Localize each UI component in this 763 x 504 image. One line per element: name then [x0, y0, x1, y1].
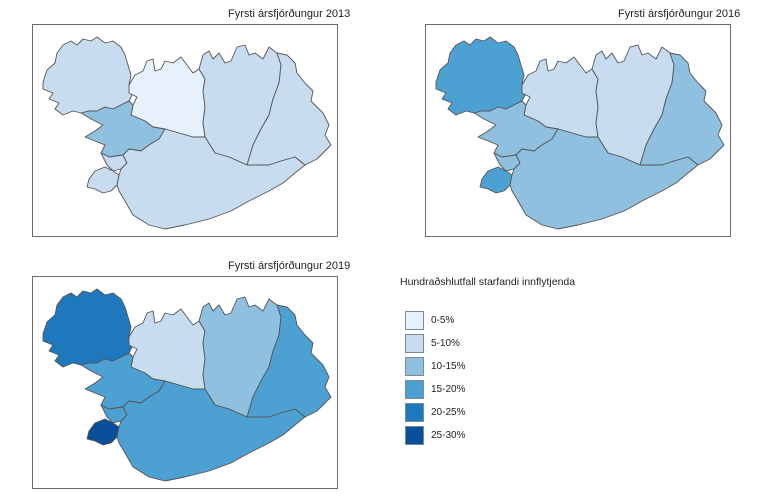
region-westfjords	[42, 36, 134, 116]
legend-swatch	[405, 311, 424, 330]
iceland-map	[435, 36, 725, 230]
iceland-map	[42, 36, 332, 230]
legend-label: 5-10%	[431, 338, 460, 349]
legend-swatch	[405, 403, 424, 422]
map-title-2016: Fyrsti ársfjórðungur 2016	[618, 8, 741, 20]
legend-swatch	[405, 334, 424, 353]
legend-swatch	[405, 380, 424, 399]
region-south	[116, 128, 306, 230]
legend-label: 15-20%	[431, 384, 466, 395]
region-east	[246, 304, 332, 418]
legend-label: 20-25%	[431, 407, 466, 418]
map-frame-2016	[425, 24, 731, 237]
map-frame-2013	[32, 24, 338, 237]
legend-swatch	[405, 357, 424, 376]
region-westfjords	[42, 288, 134, 368]
legend-label: 25-30%	[431, 430, 466, 441]
iceland-map	[42, 288, 332, 482]
region-westfjords	[435, 36, 527, 116]
legend-swatch	[405, 426, 424, 445]
region-east	[639, 52, 725, 166]
region-south	[509, 128, 699, 230]
legend-label: 10-15%	[431, 361, 466, 372]
map-title-2019: Fyrsti ársfjórðungur 2019	[228, 260, 351, 272]
region-east	[246, 52, 332, 166]
region-south	[116, 380, 306, 482]
map-frame-2019	[32, 276, 338, 489]
legend-label: 0-5%	[431, 315, 455, 326]
map-title-2013: Fyrsti ársfjórðungur 2013	[228, 8, 351, 20]
legend-title: Hundraðshlutfall starfandi innflytjenda	[400, 276, 576, 288]
